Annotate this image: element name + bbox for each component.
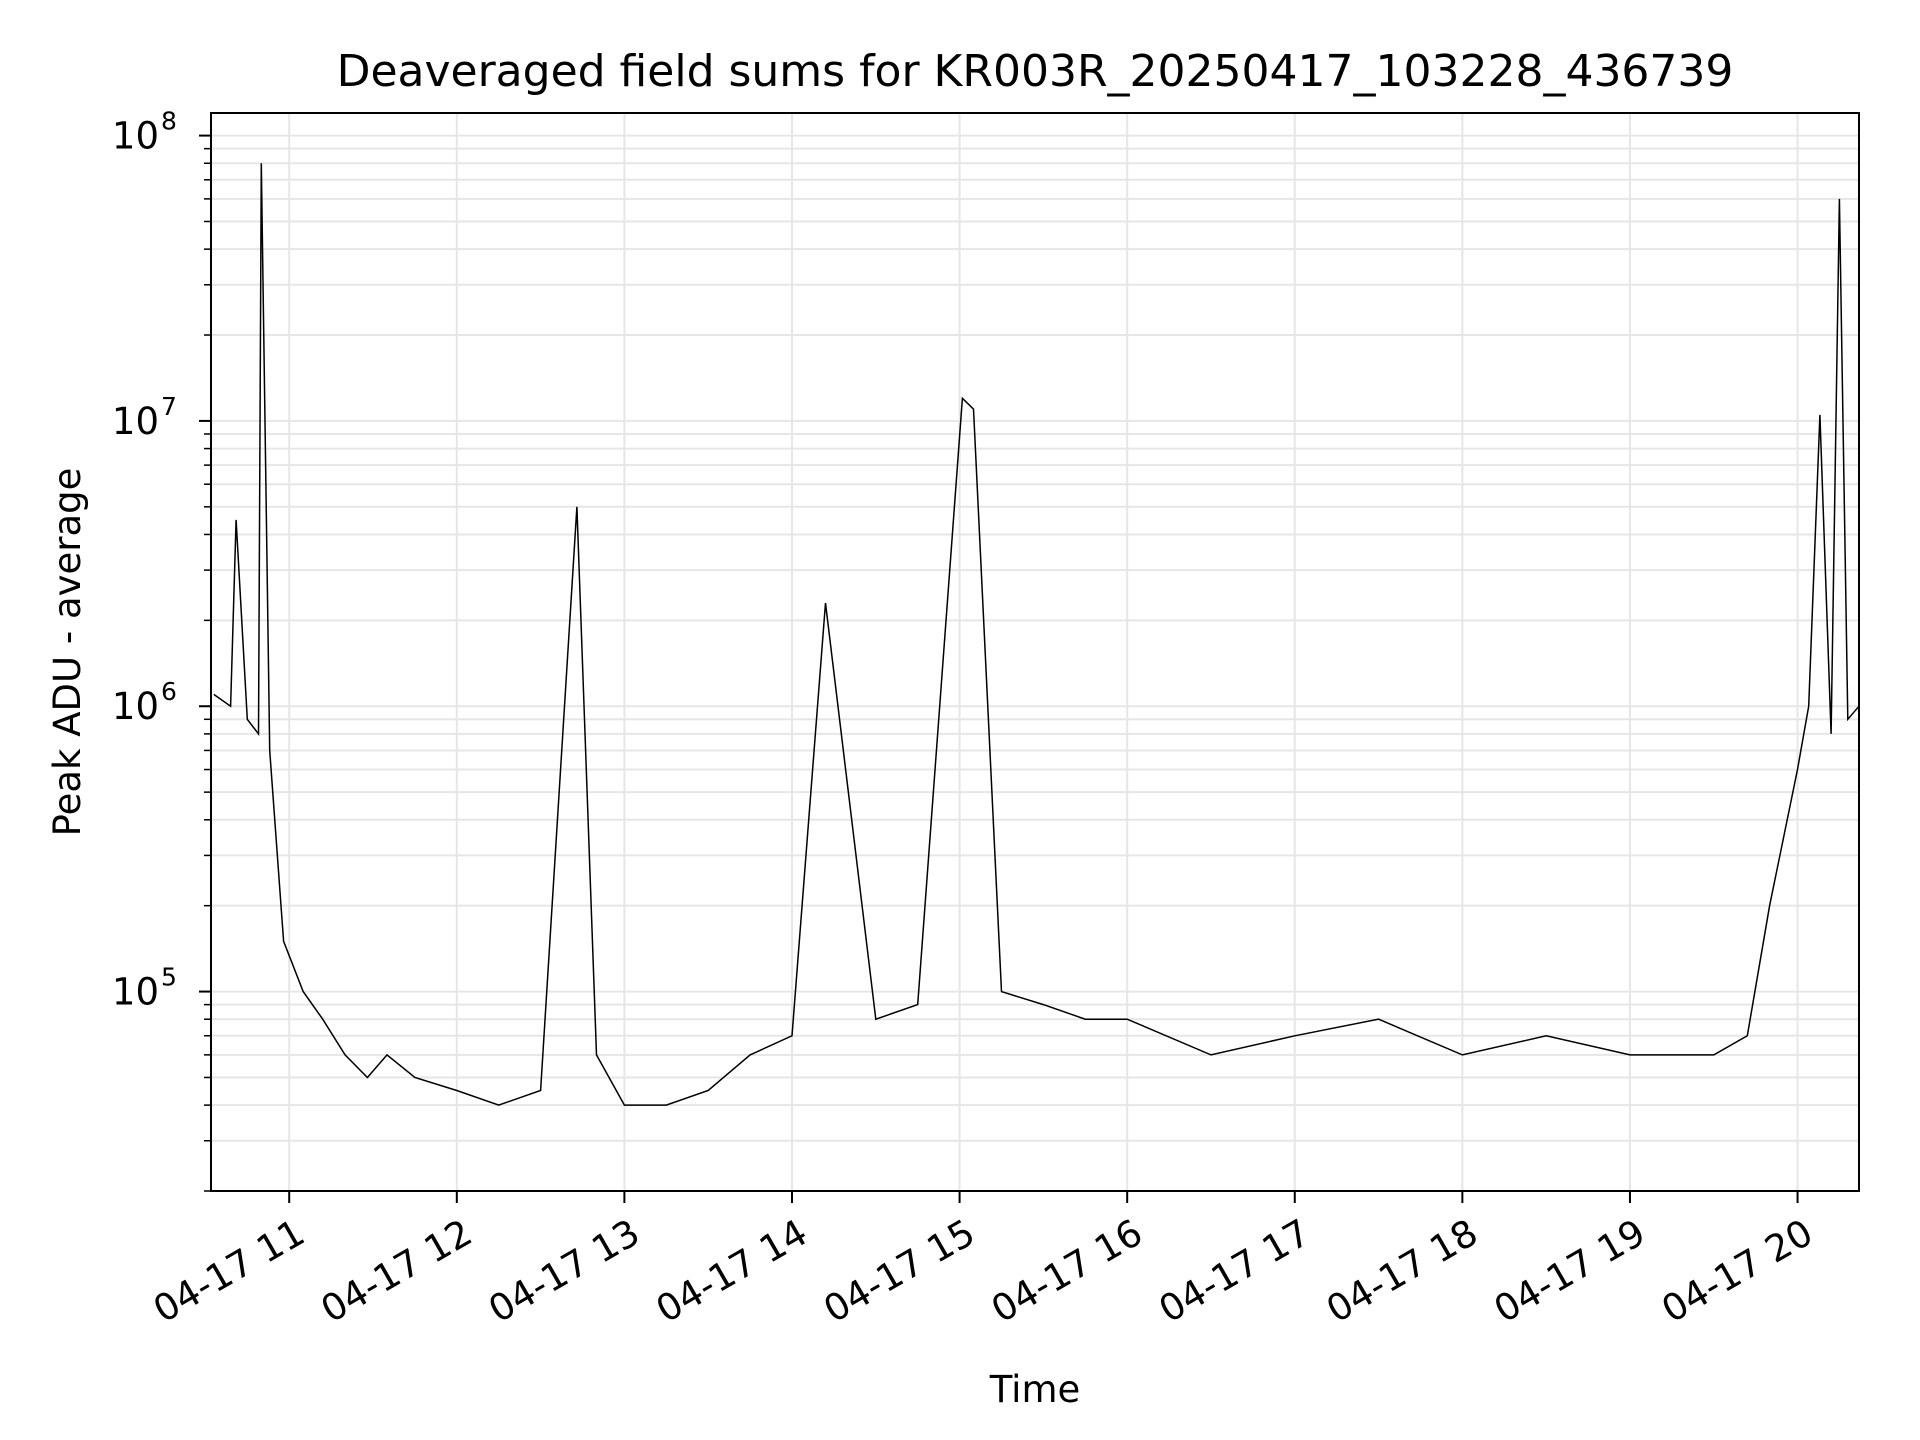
chart-title: Deaveraged field sums for KR003R_2025041… xyxy=(337,46,1734,97)
y-tick-label: 10 xyxy=(112,400,159,443)
y-tick-label: 10 xyxy=(112,971,159,1014)
y-tick-label: 10 xyxy=(112,685,159,728)
x-axis-label: Time xyxy=(989,1368,1081,1411)
plot-area-frame xyxy=(210,112,1860,1192)
y-tick-label-exponent: 7 xyxy=(161,392,177,421)
y-axis-label: Peak ADU - average xyxy=(46,468,89,837)
series-line xyxy=(213,163,1860,1106)
y-tick-label-exponent: 6 xyxy=(161,677,177,706)
data-series xyxy=(213,163,1860,1106)
y-tick-label: 10 xyxy=(112,115,159,158)
y-tick-label-exponent: 5 xyxy=(161,963,177,992)
y-tick-label-exponent: 8 xyxy=(161,107,177,136)
